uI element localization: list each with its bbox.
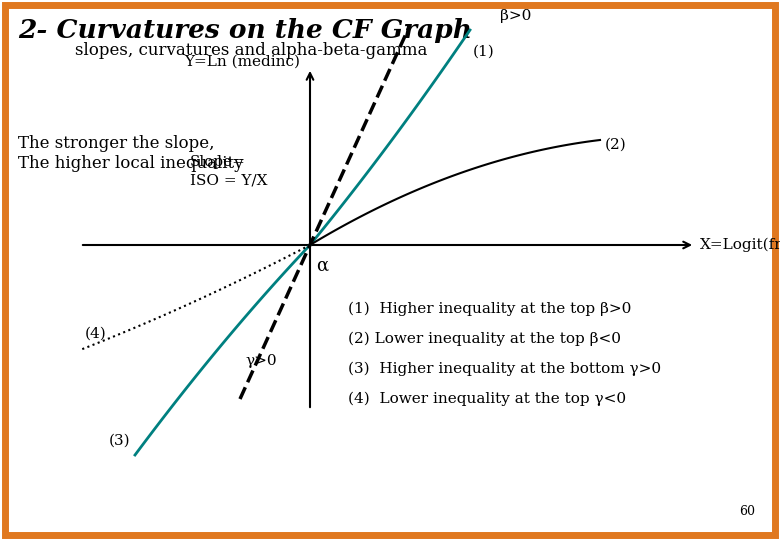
Text: 2- Curvatures on the CF Graph: 2- Curvatures on the CF Graph bbox=[18, 18, 472, 43]
Text: γ>0: γ>0 bbox=[245, 354, 277, 368]
Text: (3): (3) bbox=[108, 434, 130, 448]
Text: Y=Ln (medinc): Y=Ln (medinc) bbox=[184, 55, 300, 69]
Text: (2) Lower inequality at the top β<0: (2) Lower inequality at the top β<0 bbox=[348, 332, 621, 346]
Text: 60: 60 bbox=[739, 505, 755, 518]
Text: The stronger the slope,: The stronger the slope, bbox=[18, 135, 214, 152]
Text: ISO = Y/X: ISO = Y/X bbox=[190, 173, 268, 187]
Text: The higher local inequality: The higher local inequality bbox=[18, 155, 243, 172]
Text: (3)  Higher inequality at the bottom γ>0: (3) Higher inequality at the bottom γ>0 bbox=[348, 362, 661, 376]
Text: (1)  Higher inequality at the top β>0: (1) Higher inequality at the top β>0 bbox=[348, 302, 631, 316]
Text: (4)  Lower inequality at the top γ<0: (4) Lower inequality at the top γ<0 bbox=[348, 392, 626, 407]
Text: (4): (4) bbox=[85, 327, 107, 341]
Text: α: α bbox=[316, 257, 328, 275]
Text: X=Logit(fr): X=Logit(fr) bbox=[700, 238, 780, 252]
Text: slopes, curvatures and alpha-beta-gamma: slopes, curvatures and alpha-beta-gamma bbox=[75, 42, 427, 59]
FancyBboxPatch shape bbox=[5, 5, 775, 535]
Text: Slope=: Slope= bbox=[190, 155, 246, 169]
Text: β>0: β>0 bbox=[500, 9, 531, 23]
Text: (1): (1) bbox=[473, 45, 495, 59]
Text: (2): (2) bbox=[605, 138, 627, 152]
